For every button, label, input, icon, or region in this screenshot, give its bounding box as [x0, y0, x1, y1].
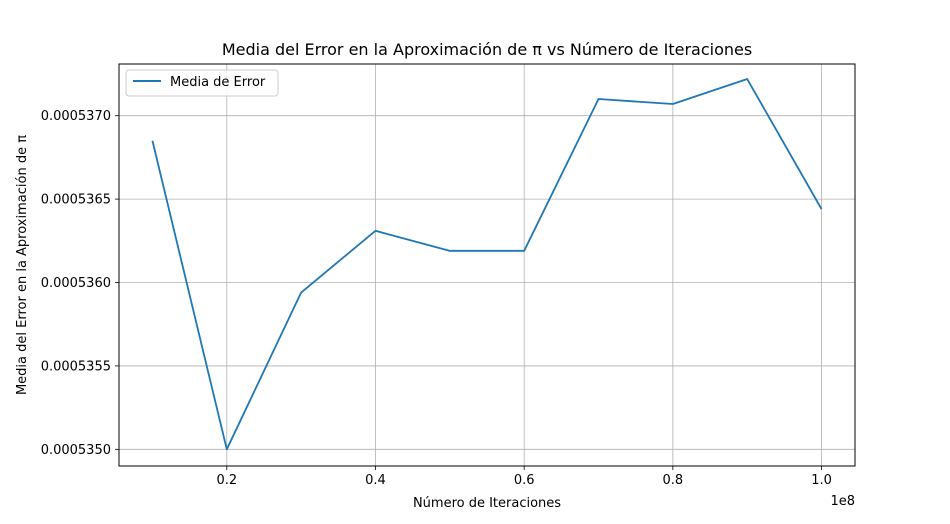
grid-lines [119, 64, 855, 466]
x-tick-label: 0.2 [216, 473, 237, 488]
y-tick-label: 0.0005365 [41, 193, 111, 208]
legend-box [125, 69, 279, 97]
x-tick-label: 0.4 [365, 473, 386, 488]
x-tick-label: 0.8 [663, 473, 684, 488]
legend-label: Media de Error [170, 75, 266, 90]
x-axis-offset-label: 1e8 [830, 494, 855, 509]
x-tick-label: 1.0 [811, 473, 832, 488]
y-axis-label: Media del Error en la Aproximación de π [15, 135, 30, 395]
y-tick-label: 0.0005350 [41, 443, 111, 458]
chart-title: Media del Error en la Aproximación de π … [222, 40, 752, 59]
series-layer [151, 78, 823, 451]
x-axis-ticks: 0.2 0.4 0.6 0.8 1.0 [216, 466, 832, 488]
y-tick-label: 0.0005370 [41, 109, 111, 124]
y-axis-ticks: 0.0005350 0.0005355 0.0005360 0.0005365 0.00… [41, 109, 119, 458]
y-tick-label: 0.0005360 [41, 276, 111, 291]
x-axis-label: Número de Iteraciones [413, 496, 561, 511]
y-tick-label: 0.0005355 [41, 359, 111, 374]
plot-frame [118, 63, 856, 467]
x-tick-label: 0.6 [514, 473, 535, 488]
legend: Media de Error [125, 69, 279, 97]
series-line-media-de-error [151, 78, 823, 451]
